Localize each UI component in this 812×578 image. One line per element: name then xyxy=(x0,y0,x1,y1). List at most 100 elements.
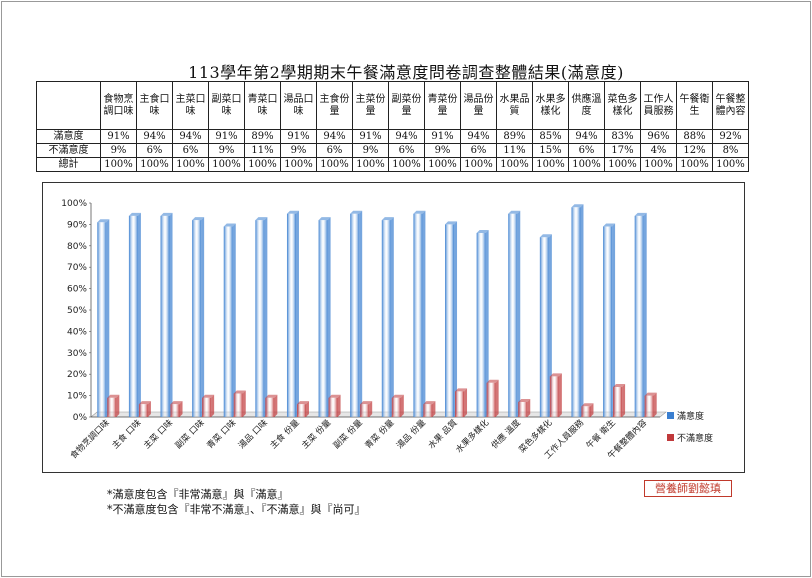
table-header-cell: 青菜口味 xyxy=(244,81,281,130)
table-header-label: 水果品質 xyxy=(499,93,530,117)
bar-top xyxy=(255,217,268,221)
bar-top xyxy=(223,223,236,227)
bar-satisfied xyxy=(508,213,518,417)
table-header-cell: 工作人員服務 xyxy=(640,81,677,130)
bar-top xyxy=(445,221,458,225)
x-tick-label: 青菜 口味 xyxy=(205,417,239,451)
bar-side xyxy=(242,390,246,417)
bar-top xyxy=(391,394,404,398)
table-row-label: 滿意度 xyxy=(36,129,101,144)
table-header-label: 湯品份量 xyxy=(463,93,494,117)
table-cell: 6% xyxy=(316,143,353,158)
y-tick-label: 40% xyxy=(67,327,87,337)
footnote-satisfied: *滿意度包含『非常滿意』與『滿意』 xyxy=(107,488,289,501)
table-header-cell: 湯品份量 xyxy=(460,81,497,130)
bar-unsatisfied xyxy=(613,387,623,417)
table-header-row: 食物烹調口味 主食口味 主菜口味 副菜口味 青菜口味 湯品口味 主食份量 主菜份量 副菜份量 青菜… xyxy=(36,81,749,130)
bar-unsatisfied xyxy=(138,404,148,417)
bar-top xyxy=(170,401,183,405)
x-tick-label: 副菜 口味 xyxy=(173,417,207,451)
table-cell: 11% xyxy=(244,143,281,158)
table-cell: 17% xyxy=(604,143,641,158)
bar-top xyxy=(423,401,436,405)
bar-side xyxy=(622,384,626,417)
bar-unsatisfied xyxy=(265,397,275,417)
table-header-cell: 副菜份量 xyxy=(388,81,425,130)
bar-side xyxy=(201,217,205,417)
x-tick-label: 青菜 份量 xyxy=(363,417,397,451)
x-tick-label: 湯品 份量 xyxy=(394,417,428,451)
satisfaction-table: 食物烹調口味 主食口味 主菜口味 副菜口味 青菜口味 湯品口味 主食份量 主菜份量 副菜份量 青菜… xyxy=(36,81,749,172)
bar-top xyxy=(644,392,657,396)
y-tick-label: 0% xyxy=(73,413,88,423)
bar-satisfied xyxy=(539,237,549,417)
bar-side xyxy=(295,210,299,417)
bar-top xyxy=(138,401,151,405)
bar-side xyxy=(337,394,341,417)
table-cell: 100% xyxy=(136,157,173,172)
table-header-label: 青菜口味 xyxy=(247,93,278,117)
bar-top xyxy=(160,212,173,216)
table-cell: 100% xyxy=(712,157,749,172)
bar-satisfied xyxy=(192,220,202,417)
legend-swatch xyxy=(667,434,674,441)
bar-side xyxy=(527,399,531,417)
bar-satisfied xyxy=(445,224,455,417)
table-cell: 94% xyxy=(568,129,605,144)
bar-satisfied xyxy=(128,215,138,417)
table-cell: 100% xyxy=(424,157,461,172)
y-tick-label: 90% xyxy=(67,220,87,230)
table-cell: 100% xyxy=(352,157,389,172)
table-cell: 91% xyxy=(208,129,245,144)
bar-side xyxy=(548,234,552,417)
y-tick-label: 10% xyxy=(67,392,87,402)
table-cell: 9% xyxy=(280,143,317,158)
table-header-cell: 副菜口味 xyxy=(208,81,245,130)
bar-top xyxy=(97,219,110,223)
table-header-cell: 午餐整體內容 xyxy=(712,81,749,130)
table-cell: 94% xyxy=(388,129,425,144)
y-tick-label: 100% xyxy=(61,199,87,209)
table-cell: 6% xyxy=(460,143,497,158)
table-cell: 9% xyxy=(208,143,245,158)
table-cell: 9% xyxy=(100,143,137,158)
bar-side xyxy=(485,229,489,417)
table-row: 滿意度 91% 94% 94% 91% 89% 91% 94% 91% 94% 91% 94% 89% 8… xyxy=(36,129,749,144)
table-cell: 12% xyxy=(676,143,713,158)
table-cell: 6% xyxy=(388,143,425,158)
bar-unsatisfied xyxy=(644,395,654,417)
bar-side xyxy=(432,401,436,417)
table-header-cell: 午餐衛生 xyxy=(676,81,713,130)
bar-side xyxy=(643,212,647,417)
bar-satisfied xyxy=(160,215,170,417)
bar-top xyxy=(233,390,246,394)
table-cell: 6% xyxy=(136,143,173,158)
bar-satisfied xyxy=(381,220,391,417)
table-cell: 15% xyxy=(532,143,569,158)
table-cell: 100% xyxy=(532,157,569,172)
table-header-cell: 主菜份量 xyxy=(352,81,389,130)
bar-top xyxy=(508,210,521,214)
page-title: 113學年第2學期期末午餐滿意度問卷調查整體結果(滿意度) xyxy=(188,63,624,82)
bar-top xyxy=(539,234,552,238)
bar-side xyxy=(232,223,236,417)
bar-top xyxy=(381,217,394,221)
bar-side xyxy=(147,401,151,417)
bar-satisfied xyxy=(286,213,296,417)
table-header-label: 青菜份量 xyxy=(427,93,458,117)
bar-side xyxy=(274,394,278,417)
table-header-label: 主菜口味 xyxy=(175,93,206,117)
bar-side xyxy=(137,212,141,417)
table-cell: 94% xyxy=(136,129,173,144)
y-tick-label: 50% xyxy=(67,306,87,316)
bar-satisfied xyxy=(255,220,265,417)
bar-side xyxy=(179,401,183,417)
y-tick-label: 30% xyxy=(67,349,87,359)
bar-top xyxy=(613,384,626,388)
legend-swatch xyxy=(667,412,674,419)
bar-side xyxy=(211,394,215,417)
table-header-label: 主食口味 xyxy=(139,93,170,117)
table-cell: 100% xyxy=(316,157,353,172)
table-header-cell: 主食份量 xyxy=(316,81,353,130)
